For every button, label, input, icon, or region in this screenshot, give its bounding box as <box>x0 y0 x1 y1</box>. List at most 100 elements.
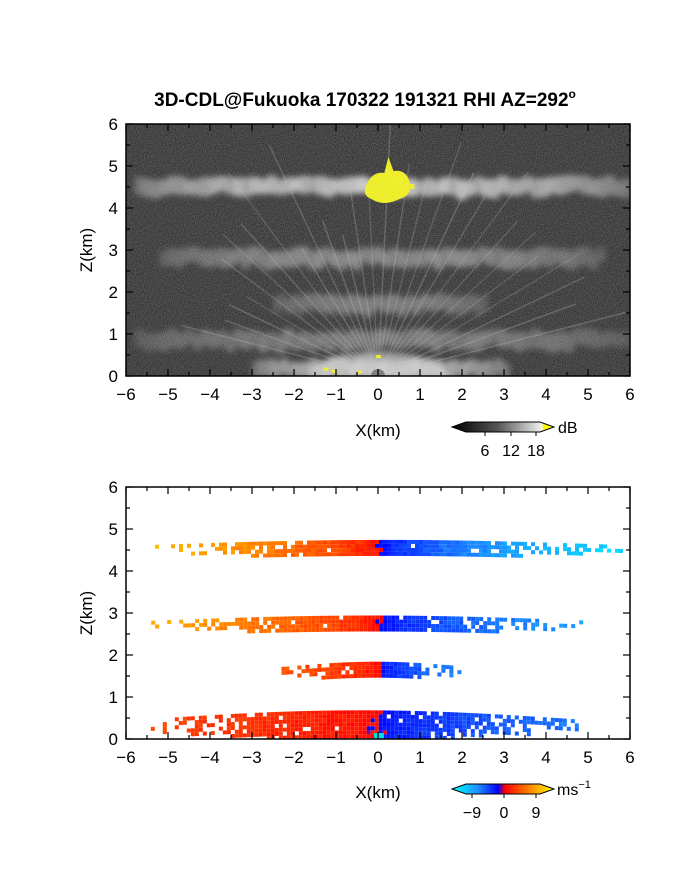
velocity-cell <box>342 722 347 727</box>
velocity-cell <box>414 731 419 736</box>
velocity-cell <box>342 714 347 719</box>
snr-colorbar-tick-label: 6 <box>481 443 490 460</box>
velocity-cell <box>318 722 323 727</box>
velocity-cell <box>298 731 303 736</box>
velocity-cell <box>363 619 368 624</box>
velocity-cell <box>331 615 336 620</box>
velocity-cell <box>334 714 339 719</box>
velocity-cell <box>574 723 579 728</box>
velocity-cell <box>202 719 207 724</box>
velocity-cell <box>483 625 488 630</box>
velocity-cell <box>271 553 275 558</box>
velocity-cell <box>435 628 440 633</box>
velocity-cell <box>342 734 347 739</box>
velocity-cell <box>423 619 428 624</box>
velocity-cell <box>571 551 575 556</box>
velocity-cell <box>354 730 359 735</box>
velocity-cell <box>151 620 156 625</box>
velocity-cell <box>283 545 287 550</box>
velocity-cell <box>283 553 287 558</box>
velocity-cell <box>491 621 496 626</box>
velocity-cell <box>570 719 575 724</box>
velocity-cell <box>295 544 299 549</box>
velocity-cell <box>309 672 314 677</box>
velocity-cell <box>389 673 394 678</box>
velocity-cell <box>423 540 427 545</box>
velocity-y-tick-label: 3 <box>109 604 118 623</box>
snr-y-tick-label: 2 <box>109 283 118 302</box>
velocity-cell <box>482 713 487 718</box>
velocity-cell <box>282 719 287 724</box>
velocity-cell <box>361 661 366 666</box>
velocity-cell <box>394 730 399 735</box>
velocity-cell <box>343 544 347 549</box>
velocity-cell <box>374 710 379 715</box>
velocity-cell <box>242 713 247 718</box>
velocity-cell <box>302 723 307 728</box>
velocity-cell <box>403 539 407 544</box>
snr-ylabel: Z(km) <box>77 228 96 272</box>
velocity-cell <box>403 623 408 628</box>
velocity-cell <box>386 730 391 735</box>
velocity-cell <box>558 718 563 723</box>
velocity-cell <box>367 627 372 632</box>
velocity-cell <box>434 711 439 716</box>
velocity-y-tick-label: 1 <box>109 688 118 707</box>
velocity-cell <box>294 723 299 728</box>
velocity-cell <box>411 627 416 632</box>
velocity-cell <box>571 624 576 629</box>
velocity-cell <box>294 727 299 732</box>
velocity-cell <box>579 620 584 625</box>
velocity-cell <box>223 550 227 555</box>
velocity-cell <box>377 661 382 666</box>
velocity-cell <box>299 544 303 549</box>
velocity-cell <box>383 615 388 620</box>
velocity-cell <box>463 624 468 629</box>
velocity-cell <box>407 543 411 548</box>
velocity-cell <box>435 552 439 557</box>
velocity-cell <box>478 729 483 734</box>
velocity-cell <box>414 735 419 739</box>
velocity-cell <box>250 720 255 725</box>
velocity-cell <box>291 548 295 553</box>
velocity-cell <box>475 540 479 545</box>
snr-xlabel: X(km) <box>355 421 400 440</box>
velocity-cell <box>450 732 455 737</box>
velocity-cell <box>407 539 411 544</box>
velocity-cell <box>479 617 484 622</box>
velocity-cell <box>358 718 363 723</box>
velocity-cell <box>443 624 448 629</box>
velocity-cell <box>447 616 452 621</box>
velocity-cell <box>198 715 203 720</box>
velocity-cell <box>506 731 511 736</box>
velocity-cell <box>458 712 463 717</box>
velocity-cell <box>567 547 571 552</box>
snr-x-tick-label: 5 <box>583 385 592 404</box>
velocity-cell <box>511 553 515 558</box>
velocity-cell <box>486 725 491 730</box>
velocity-cell <box>286 735 291 739</box>
velocity-cell <box>414 715 419 720</box>
velocity-cell <box>211 622 216 627</box>
velocity-cell <box>178 721 183 726</box>
velocity-cell <box>321 675 326 680</box>
velocity-cell <box>313 668 318 673</box>
velocity-cell <box>358 710 363 715</box>
velocity-cell <box>393 661 398 666</box>
velocity-cell <box>295 552 299 557</box>
snr-colorbar-unit: dB <box>558 420 578 437</box>
velocity-cell <box>247 549 251 554</box>
velocity-cell <box>382 734 387 739</box>
velocity-cell <box>546 721 551 726</box>
velocity-cell <box>371 539 375 544</box>
velocity-cell <box>290 727 295 732</box>
velocity-cell <box>526 728 531 733</box>
velocity-cell <box>371 547 375 552</box>
velocity-cell <box>442 727 447 732</box>
snr-x-tick-label: 1 <box>415 385 424 404</box>
velocity-cell <box>413 666 418 671</box>
velocity-cell <box>327 544 331 549</box>
velocity-cell <box>431 552 435 557</box>
velocity-cell <box>247 541 251 546</box>
velocity-cell <box>387 539 391 544</box>
